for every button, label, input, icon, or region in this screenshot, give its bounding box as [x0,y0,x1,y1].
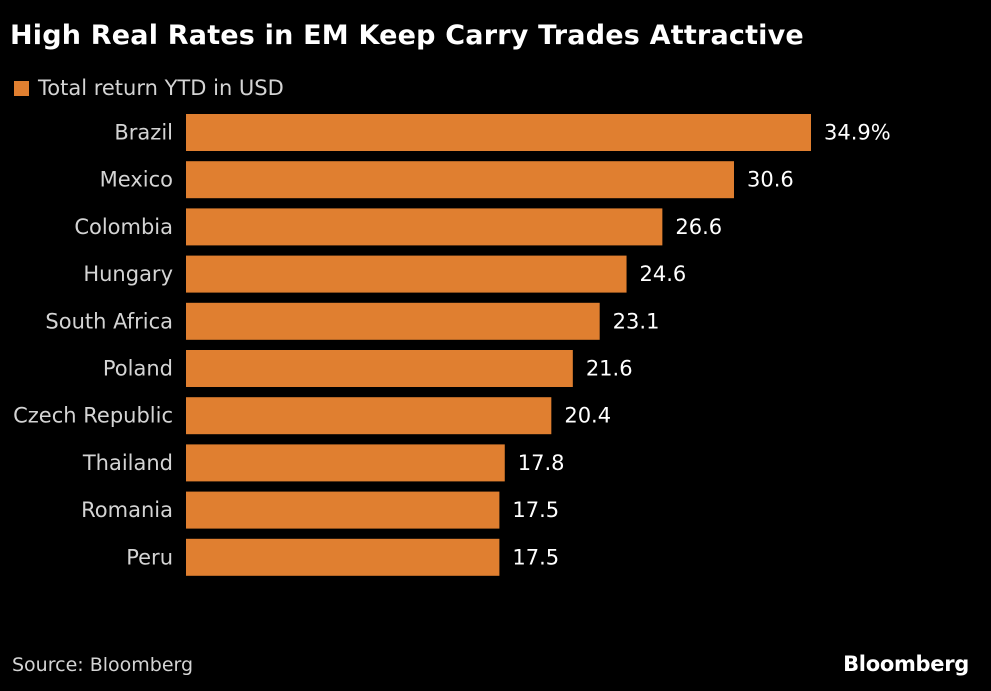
bloomberg-logo: Bloomberg [843,652,969,676]
value-label: 34.9% [824,121,891,145]
value-label: 24.6 [640,262,687,286]
bar [186,161,734,199]
category-label: Colombia [74,215,173,239]
category-label: Romania [81,498,173,522]
bar [186,255,627,293]
category-label: Peru [126,545,173,569]
value-label: 26.6 [675,215,722,239]
bar [186,350,573,387]
chart-title: High Real Rates in EM Keep Carry Trades … [10,20,804,51]
value-label: 17.8 [518,451,565,475]
bar [186,491,500,529]
value-label: 30.6 [747,168,794,192]
category-label: Thailand [82,451,173,475]
bar [186,302,600,340]
category-label: South Africa [45,309,173,333]
legend-label: Total return YTD in USD [38,76,284,100]
bar [186,397,552,435]
category-label: Poland [103,357,173,381]
value-label: 17.5 [512,545,559,569]
category-label: Mexico [100,168,173,192]
bar [186,208,663,246]
legend: Total return YTD in USD [14,76,284,100]
value-label: 20.4 [564,404,611,428]
bar [186,114,811,151]
bar [186,444,505,482]
legend-swatch [14,80,29,96]
value-label: 17.5 [512,498,559,522]
value-label: 21.6 [586,357,633,381]
category-label: Hungary [83,262,173,286]
bar [186,538,500,576]
source-note: Source: Bloomberg [12,654,194,676]
category-label: Brazil [114,121,173,145]
category-label: Czech Republic [13,404,173,428]
value-label: 23.1 [613,309,660,333]
